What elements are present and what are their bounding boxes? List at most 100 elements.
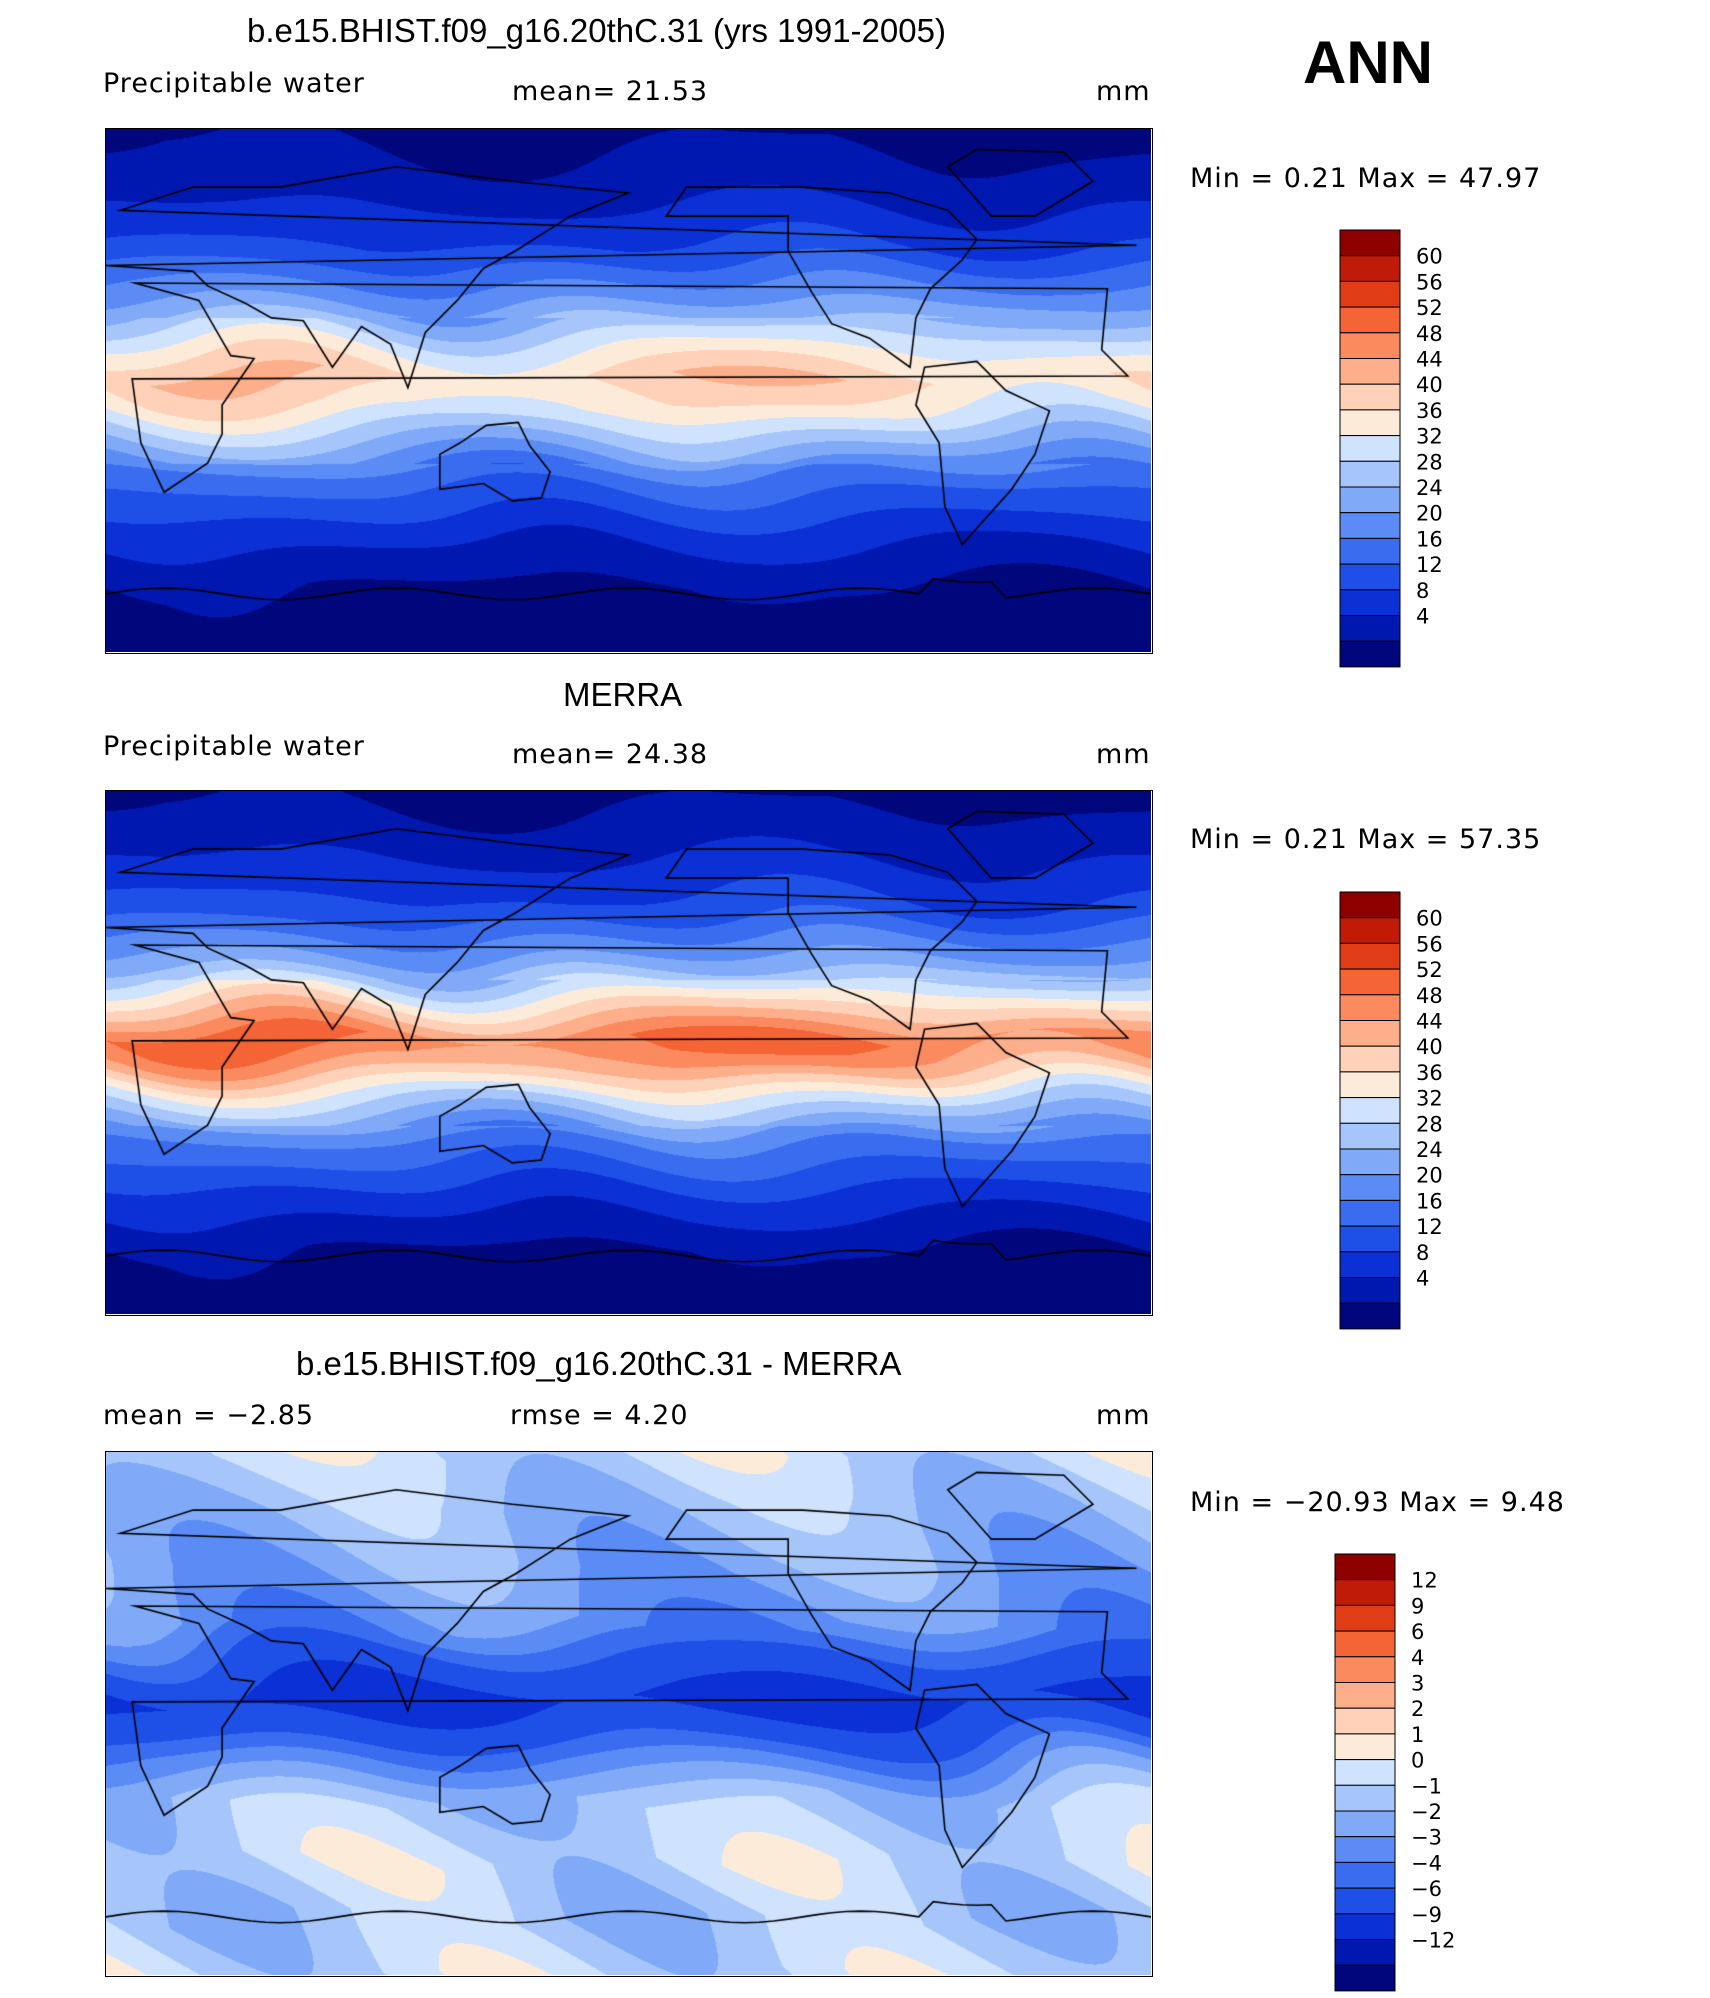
colorbar-tick-label: 12 xyxy=(1416,1215,1443,1239)
colorbar-tick-label: −2 xyxy=(1411,1800,1442,1824)
colorbar-swatch xyxy=(1334,1964,1396,1992)
panel3-colorbar: 12 9 6 4 3 2 1 0 −1 −2 −3 −4 −6 −9 −12 xyxy=(1334,1553,1504,1998)
colorbar-swatch xyxy=(1334,1579,1396,1606)
panel3-title: b.e15.BHIST.f09_g16.20thC.31 - MERRA xyxy=(296,1345,902,1382)
colorbar-tick-label: 12 xyxy=(1416,553,1443,577)
colorbar-swatch xyxy=(1339,1174,1401,1201)
colorbar-swatch xyxy=(1339,537,1401,565)
colorbar-tick-label: −9 xyxy=(1411,1903,1442,1927)
colorbar-swatch xyxy=(1334,1733,1396,1761)
colorbar-swatch xyxy=(1339,460,1401,488)
colorbar-swatch xyxy=(1339,994,1401,1022)
colorbar-swatch xyxy=(1339,1148,1401,1176)
panel2-title: MERRA xyxy=(563,676,683,713)
colorbar-tick-label: −3 xyxy=(1411,1826,1442,1850)
colorbar-tick-label: 16 xyxy=(1416,1189,1443,1213)
colorbar-swatch xyxy=(1339,409,1401,437)
colorbar-swatch xyxy=(1339,435,1401,462)
colorbar-swatch xyxy=(1339,1251,1401,1278)
colorbar-swatch xyxy=(1334,1913,1396,1940)
colorbar-swatch xyxy=(1339,1045,1401,1073)
colorbar-tick-label: 36 xyxy=(1416,1061,1443,1085)
panel2-variable-label: Precipitable water xyxy=(103,731,365,762)
panel1-colorbar: 60 56 52 48 44 40 36 32 28 24 20 16 12 8 4 xyxy=(1339,229,1509,674)
colorbar-tick-label: 28 xyxy=(1416,450,1443,474)
colorbar-swatch xyxy=(1339,563,1401,591)
colorbar-swatch xyxy=(1339,229,1401,257)
colorbar-tick-label: 44 xyxy=(1416,348,1443,372)
colorbar-tick-label: 56 xyxy=(1416,270,1443,294)
colorbar-tick-label: 60 xyxy=(1416,245,1443,269)
colorbar-tick-label: 20 xyxy=(1416,502,1443,526)
panel2-map xyxy=(105,790,1153,1316)
colorbar-swatch xyxy=(1339,486,1401,514)
colorbar-tick-label: 44 xyxy=(1416,1010,1443,1034)
colorbar-tick-label: 8 xyxy=(1416,579,1429,603)
colorbar-tick-label: 32 xyxy=(1416,1087,1443,1111)
colorbar-tick-label: 4 xyxy=(1416,605,1429,629)
colorbar-swatch xyxy=(1334,1810,1396,1838)
map-field xyxy=(106,129,1151,652)
panel2-units-label: mm xyxy=(1096,739,1151,770)
colorbar-tick-label: −4 xyxy=(1411,1851,1442,1875)
colorbar-swatch xyxy=(1339,640,1401,668)
colorbar-swatch xyxy=(1334,1604,1396,1632)
panel1-units-label: mm xyxy=(1096,76,1151,107)
colorbar-swatch xyxy=(1334,1682,1396,1709)
panel3-units-label: mm xyxy=(1096,1400,1151,1431)
colorbar-swatch xyxy=(1339,383,1401,411)
colorbar-swatch xyxy=(1339,332,1401,360)
colorbar-tick-label: 60 xyxy=(1416,907,1443,931)
panel2-mean-label: mean= 24.38 xyxy=(512,739,709,770)
panel3-rmse-label: rmse = 4.20 xyxy=(510,1400,689,1431)
panel3-map xyxy=(105,1451,1153,1977)
colorbar-tick-label: 2 xyxy=(1411,1697,1424,1721)
panel3-mean-label: mean = −2.85 xyxy=(103,1400,315,1431)
season-label: ANN xyxy=(1303,29,1433,96)
colorbar-swatch xyxy=(1339,589,1401,616)
colorbar-swatch xyxy=(1334,1707,1396,1735)
colorbar-tick-label: 52 xyxy=(1416,296,1443,320)
colorbar-tick-label: 36 xyxy=(1416,399,1443,423)
colorbar-tick-label: 4 xyxy=(1416,1267,1429,1291)
colorbar-tick-label: 1 xyxy=(1411,1723,1424,1747)
panel1-map xyxy=(105,128,1153,654)
colorbar-swatch xyxy=(1339,1020,1401,1047)
colorbar-tick-label: 40 xyxy=(1416,1035,1443,1059)
colorbar-swatch xyxy=(1334,1656,1396,1684)
panel3-minmax: Min = −20.93 Max = 9.48 xyxy=(1190,1487,1565,1518)
colorbar-tick-label: −12 xyxy=(1411,1929,1455,1953)
colorbar-swatch xyxy=(1334,1861,1396,1889)
panel2-colorbar: 60 56 52 48 44 40 36 32 28 24 20 16 12 8 4 xyxy=(1339,891,1509,1336)
colorbar-swatch xyxy=(1339,942,1401,970)
colorbar-tick-label: 16 xyxy=(1416,527,1443,551)
colorbar-tick-label: 9 xyxy=(1411,1594,1424,1618)
panel1-mean-label: mean= 21.53 xyxy=(512,76,709,107)
panel1-title: b.e15.BHIST.f09_g16.20thC.31 (yrs 1991-2… xyxy=(247,12,946,49)
colorbar-swatch xyxy=(1334,1553,1396,1581)
colorbar-swatch xyxy=(1339,1122,1401,1150)
colorbar-swatch xyxy=(1339,512,1401,539)
colorbar-tick-label: 6 xyxy=(1411,1620,1424,1644)
colorbar-tick-label: 48 xyxy=(1416,322,1443,346)
colorbar-tick-label: 20 xyxy=(1416,1164,1443,1188)
colorbar-swatch xyxy=(1334,1759,1396,1786)
colorbar-swatch xyxy=(1339,255,1401,282)
colorbar-swatch xyxy=(1339,1277,1401,1304)
colorbar-swatch xyxy=(1339,968,1401,996)
colorbar-swatch xyxy=(1339,1302,1401,1330)
colorbar-swatch xyxy=(1339,280,1401,308)
colorbar-tick-label: 3 xyxy=(1411,1672,1424,1696)
colorbar-tick-label: −6 xyxy=(1411,1877,1442,1901)
colorbar-swatch xyxy=(1339,615,1401,642)
colorbar-tick-label: 4 xyxy=(1411,1646,1424,1670)
colorbar-tick-label: 56 xyxy=(1416,932,1443,956)
colorbar-tick-label: 52 xyxy=(1416,958,1443,982)
panel1-minmax: Min = 0.21 Max = 47.97 xyxy=(1190,163,1542,194)
colorbar-tick-label: 24 xyxy=(1416,1138,1443,1162)
colorbar-tick-label: 12 xyxy=(1411,1569,1438,1593)
colorbar-tick-label: −1 xyxy=(1411,1774,1442,1798)
